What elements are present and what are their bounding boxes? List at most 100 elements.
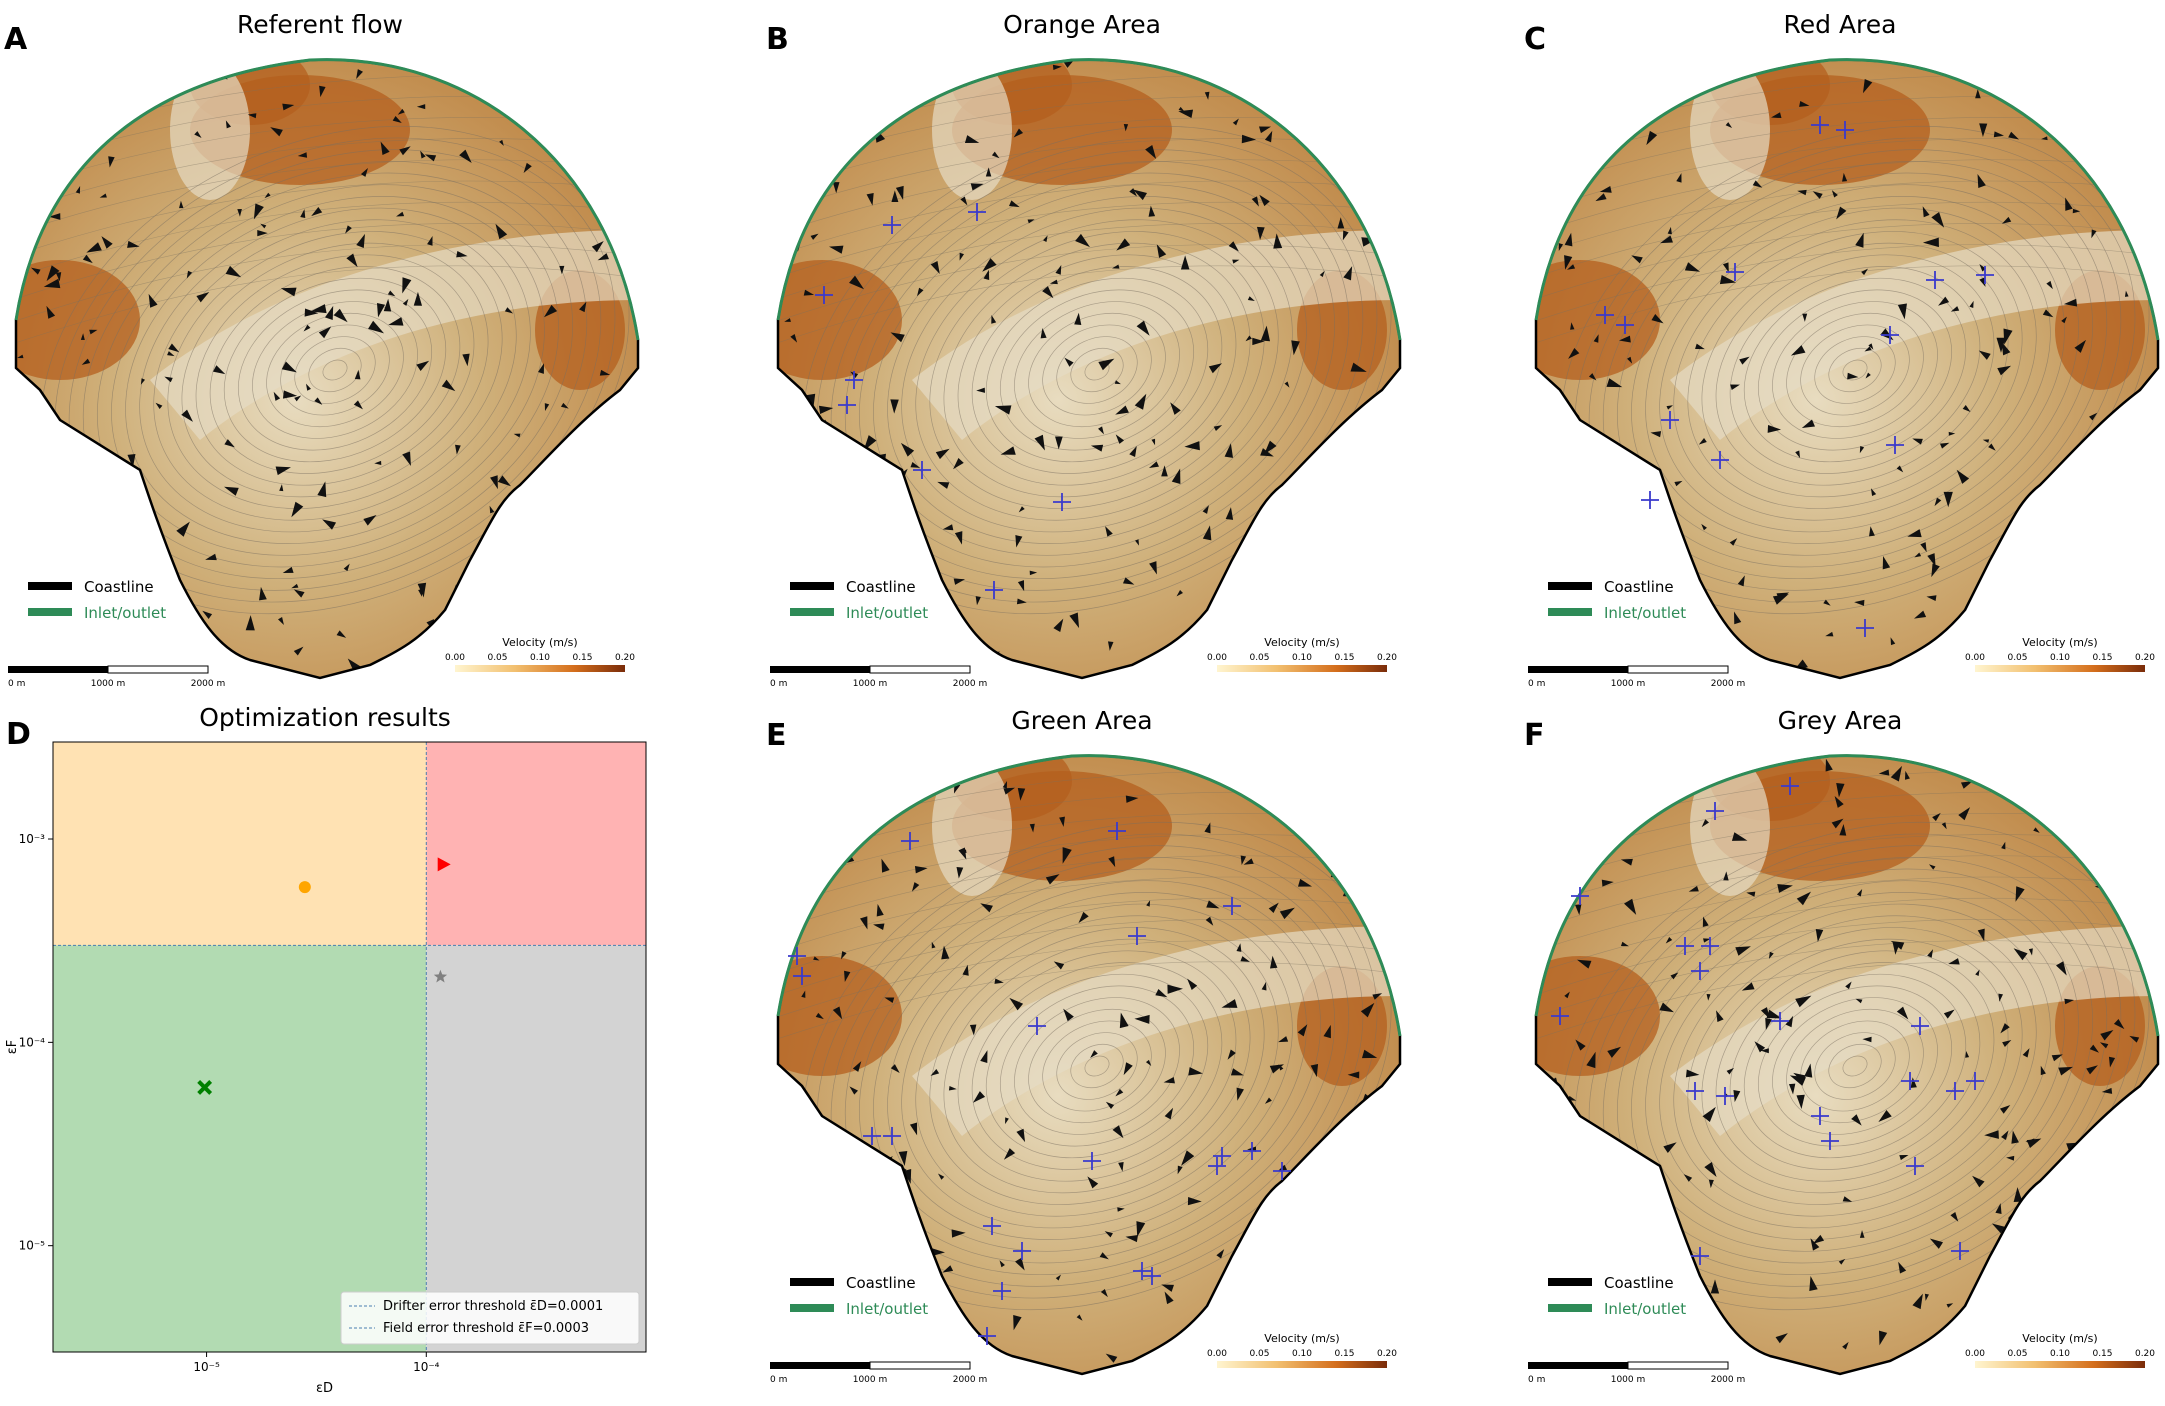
flow-arrow bbox=[1788, 1083, 1796, 1095]
flow-arrow bbox=[224, 486, 239, 496]
flow-arrow bbox=[1913, 610, 1927, 619]
flow-arrow bbox=[392, 115, 402, 124]
flow-arrow bbox=[297, 152, 308, 158]
flow-arrow bbox=[1834, 796, 1844, 808]
flow-arrow bbox=[345, 225, 352, 234]
flow-arrow bbox=[1273, 233, 1283, 249]
streamline bbox=[929, 231, 1265, 509]
low-velocity-band bbox=[1670, 230, 2158, 440]
legend-coastline-label: Coastline bbox=[1604, 1274, 1674, 1292]
flow-arrow bbox=[1388, 1137, 1394, 1147]
flow-arrow bbox=[1698, 762, 1708, 768]
flow-arrow bbox=[1240, 855, 1247, 865]
flow-arrow bbox=[1564, 255, 1573, 270]
flow-arrow bbox=[1701, 1327, 1709, 1340]
flow-arrow bbox=[1946, 1303, 1954, 1308]
colorbar-tick: 0.05 bbox=[2007, 1349, 2027, 1359]
flow-arrow bbox=[1062, 847, 1072, 864]
flow-arrow bbox=[1896, 1006, 1909, 1020]
streamline bbox=[778, 919, 1400, 1001]
flow-arrow bbox=[609, 107, 615, 115]
drifter-cross bbox=[1083, 1152, 1101, 1170]
streamline bbox=[999, 289, 1195, 451]
flow-arrow bbox=[1205, 916, 1214, 926]
flow-arrow bbox=[801, 1221, 817, 1231]
flow-arrow bbox=[1376, 921, 1389, 929]
flow-arrow bbox=[803, 289, 815, 296]
flow-arrow bbox=[2001, 841, 2006, 850]
flow-arrow bbox=[2022, 1048, 2030, 1058]
flow-arrow bbox=[1868, 343, 1874, 350]
flow-arrow bbox=[1373, 1231, 1381, 1245]
flow-arrow bbox=[1055, 436, 1063, 450]
flow-arrow bbox=[1706, 993, 1711, 1001]
flow-arrow bbox=[1156, 244, 1167, 258]
flow-arrow bbox=[19, 653, 28, 662]
streamline bbox=[1729, 962, 1981, 1170]
flow-arrow bbox=[186, 270, 193, 279]
flow-arrow bbox=[1607, 1046, 1622, 1058]
colorbar-tick: 0.05 bbox=[1249, 1349, 1269, 1359]
flow-arrow bbox=[1367, 175, 1378, 187]
point-red bbox=[437, 857, 451, 872]
flow-arrow bbox=[609, 59, 623, 67]
colorbar-tick: 0.00 bbox=[1965, 1349, 1985, 1359]
flow-arrow bbox=[127, 454, 136, 468]
flow-arrow bbox=[282, 566, 294, 574]
flow-arrow bbox=[1931, 212, 1945, 228]
flow-arrow bbox=[1270, 1225, 1283, 1233]
flow-arrow bbox=[1246, 554, 1253, 559]
flow-arrow bbox=[1775, 1333, 1788, 1344]
flow-arrow bbox=[1621, 515, 1629, 526]
flow-arrow bbox=[1261, 981, 1267, 991]
legend-inlet-swatch bbox=[790, 1304, 834, 1312]
flow-arrow bbox=[1618, 1166, 1630, 1179]
flow-arrow bbox=[1842, 1341, 1849, 1350]
inlet-outlet-boundary bbox=[1534, 58, 2160, 341]
flow-arrow bbox=[2136, 615, 2142, 624]
flow-arrow bbox=[1257, 100, 1266, 106]
flow-arrow bbox=[1187, 978, 1198, 990]
flow-arrow bbox=[530, 514, 547, 526]
flow-arrow bbox=[2000, 1023, 2010, 1034]
flow-arrow bbox=[559, 265, 565, 275]
scalebar-white bbox=[107, 665, 209, 674]
low-velocity-band bbox=[170, 60, 250, 200]
flow-arrow bbox=[814, 466, 820, 473]
scalebar-tick: 2000 m bbox=[1711, 1375, 1746, 1385]
low-velocity-band bbox=[1690, 756, 1770, 896]
flow-arrow bbox=[291, 583, 299, 589]
flow-arrow bbox=[424, 154, 437, 162]
flow-arrow bbox=[113, 59, 127, 72]
flow-arrow bbox=[1245, 335, 1252, 342]
flow-arrow bbox=[1125, 795, 1139, 803]
flow-arrow bbox=[982, 258, 997, 272]
flow-arrow bbox=[1667, 226, 1672, 235]
flow-arrow bbox=[1100, 1288, 1108, 1298]
flow-arrow bbox=[1796, 1094, 1805, 1109]
flow-arrow bbox=[1382, 834, 1388, 844]
flow-arrow bbox=[1618, 335, 1631, 343]
flow-arrow bbox=[1702, 1106, 1716, 1123]
flow-arrow bbox=[975, 596, 981, 606]
colorbar bbox=[1975, 665, 2145, 672]
flow-arrow bbox=[63, 594, 70, 600]
flow-arrow bbox=[1585, 494, 1591, 503]
flow-arrow bbox=[310, 304, 327, 314]
flow-arrow bbox=[1278, 1036, 1289, 1043]
flow-arrow bbox=[1943, 1009, 1955, 1019]
streamline bbox=[1536, 961, 2158, 1045]
flow-arrow bbox=[2105, 855, 2120, 868]
legend-inlet-label: Inlet/outlet bbox=[1604, 604, 1686, 622]
flow-arrow bbox=[910, 462, 921, 468]
flow-arrow bbox=[1561, 176, 1576, 185]
flow-arrow bbox=[399, 146, 411, 156]
streamline bbox=[1842, 359, 1868, 381]
flow-arrow bbox=[1178, 106, 1185, 112]
drifter-cross bbox=[863, 1127, 881, 1145]
flow-arrow bbox=[1369, 497, 1377, 510]
flow-arrow bbox=[2028, 948, 2033, 956]
flow-arrow bbox=[801, 990, 806, 998]
flow-arrow bbox=[1716, 1010, 1724, 1023]
flow-arrow bbox=[1577, 647, 1593, 657]
